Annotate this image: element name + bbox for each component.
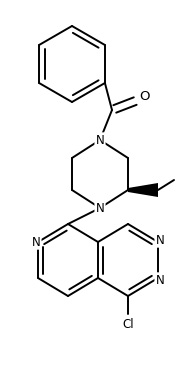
Text: N: N — [96, 134, 104, 147]
Text: N: N — [32, 235, 40, 248]
Text: N: N — [156, 234, 164, 247]
Text: O: O — [139, 90, 149, 103]
Text: N: N — [96, 202, 104, 215]
Text: N: N — [156, 273, 164, 286]
Text: Cl: Cl — [122, 317, 134, 330]
Polygon shape — [128, 183, 158, 197]
